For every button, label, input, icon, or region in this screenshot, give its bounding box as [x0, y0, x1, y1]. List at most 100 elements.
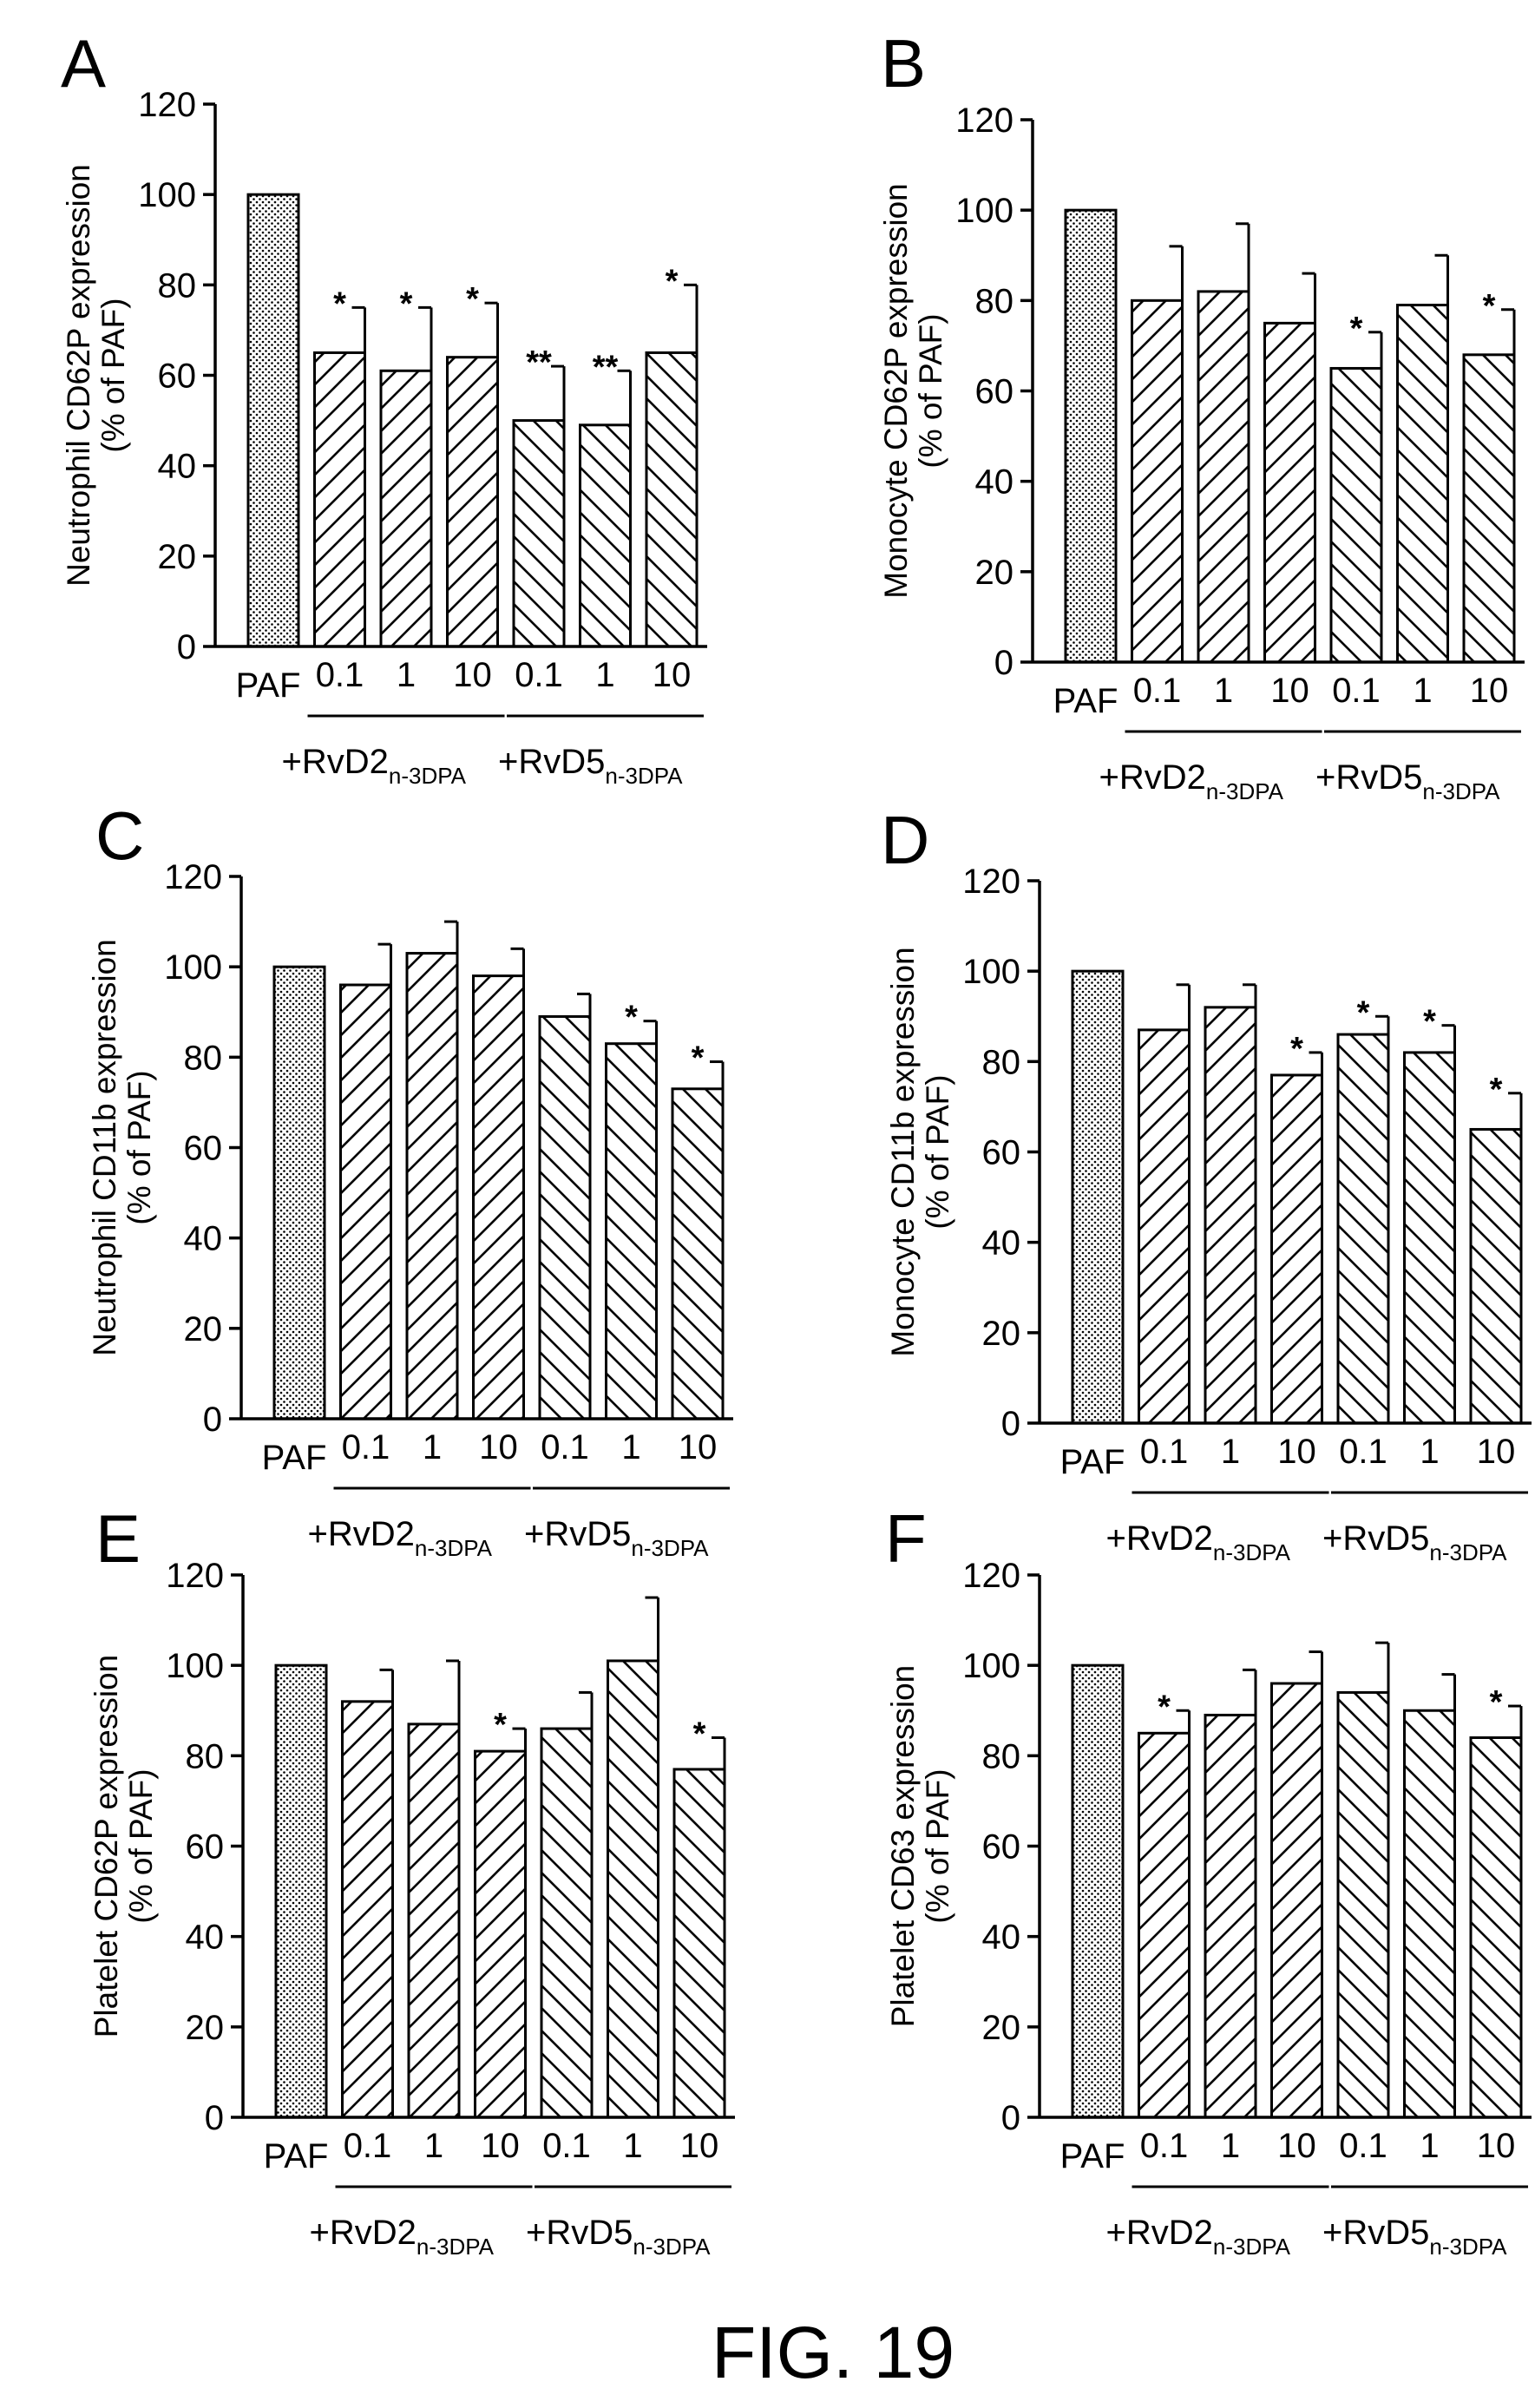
group-label: +RvD2n-3DPA	[1106, 1519, 1291, 1565]
significance-marker: *	[1350, 311, 1363, 347]
x-category-label: PAF	[262, 1439, 327, 1477]
bar-4	[1336, 1690, 1390, 2119]
y-tick-label: 120	[138, 86, 196, 124]
significance-marker: *	[333, 285, 346, 322]
y-tick-label: 40	[158, 448, 197, 486]
bar-1	[1131, 299, 1184, 664]
y-axis-label: Neutrophil CD11b expression(% of PAF)	[87, 939, 157, 1356]
bar-1	[313, 351, 366, 648]
bar-5	[605, 1042, 658, 1421]
group-label-subscript: n-3DPA	[1422, 778, 1500, 804]
x-category-label: 10	[1477, 2127, 1516, 2165]
x-category-label: 10	[680, 2127, 719, 2165]
group-label-subscript: n-3DPA	[631, 1535, 709, 1561]
bar-0	[1064, 208, 1118, 664]
x-category-label: 10	[653, 656, 692, 694]
y-tick-label: 60	[975, 373, 1014, 411]
group-label-subscript: n-3DPA	[417, 2234, 495, 2260]
x-category-label: 1	[1413, 672, 1432, 710]
bar-2	[407, 1722, 461, 2119]
x-category-label: 0.1	[515, 656, 563, 694]
group-label-main: +RvD5	[524, 1515, 631, 1553]
bar-5	[1403, 1051, 1456, 1425]
y-tick-label: 40	[186, 1919, 225, 1957]
y-tick-label: 100	[166, 1647, 224, 1685]
group-label: +RvD5n-3DPA	[498, 743, 683, 789]
significance-marker: *	[625, 1000, 638, 1036]
bar-1	[339, 983, 392, 1421]
bar-4	[540, 1727, 594, 2119]
x-category-label: 0.1	[541, 1428, 589, 1466]
group-label-main: +RvD2	[1106, 1519, 1213, 1558]
x-category-label: PAF	[1060, 1443, 1125, 1481]
bar-5	[1403, 1709, 1456, 2119]
group-label-main: +RvD2	[282, 743, 389, 781]
y-axis-label-line: Monocyte CD11b expression	[885, 947, 921, 1356]
x-category-label: 0.1	[1140, 2127, 1189, 2165]
x-category-label: 0.1	[342, 1428, 390, 1466]
group-label-main: +RvD5	[498, 743, 605, 781]
x-category-label: 1	[595, 656, 614, 694]
y-axis-label: Platelet CD63 expression(% of PAF)	[885, 1665, 955, 2028]
y-axis-label-line: Neutrophil CD62P expression	[61, 164, 96, 587]
significance-marker: *	[1490, 1684, 1503, 1721]
x-category-label: 1	[623, 2127, 642, 2165]
y-tick-label: 0	[1001, 2099, 1020, 2137]
significance-marker: *	[666, 263, 679, 299]
group-label-subscript: n-3DPA	[415, 1535, 493, 1561]
y-tick-label: 0	[177, 628, 196, 666]
panel-letter: A	[61, 25, 106, 102]
y-tick-label: 40	[975, 463, 1014, 502]
x-category-label: 0.1	[542, 2127, 591, 2165]
significance-marker: *	[1483, 288, 1496, 325]
bar-6	[672, 1768, 726, 2119]
y-tick-label: 40	[184, 1220, 223, 1258]
y-axis-label: Neutrophil CD62P expression(% of PAF)	[61, 164, 131, 587]
bar-2	[379, 369, 433, 648]
group-label: +RvD5n-3DPA	[1315, 758, 1500, 804]
significance-marker: *	[1423, 1004, 1436, 1040]
x-category-label: 0.1	[344, 2127, 392, 2165]
x-category-label: 1	[424, 2127, 443, 2165]
y-axis-label-line: (% of PAF)	[920, 1768, 955, 1923]
y-tick-label: 120	[166, 1557, 224, 1595]
x-category-label: 1	[397, 656, 416, 694]
x-category-label: 10	[1477, 1433, 1516, 1471]
y-axis-label-line: Monocyte CD62P expression	[878, 183, 914, 599]
bar-0	[274, 1663, 328, 2119]
group-label: +RvD5n-3DPA	[1322, 2214, 1507, 2260]
x-category-label: 10	[479, 1428, 518, 1466]
y-tick-label: 120	[962, 1557, 1020, 1595]
group-label-subscript: n-3DPA	[1429, 1539, 1507, 1565]
y-tick-label: 120	[164, 858, 222, 896]
bar-1	[341, 1700, 394, 2119]
bar-6	[1469, 1127, 1523, 1425]
bar-6	[1469, 1736, 1523, 2119]
x-category-label: 0.1	[1332, 672, 1381, 710]
x-category-label: 1	[1221, 1433, 1240, 1471]
y-axis-label: Monocyte CD11b expression(% of PAF)	[885, 947, 955, 1356]
group-label-subscript: n-3DPA	[1429, 2234, 1507, 2260]
chart-panel-b: B 0 20 40 60 80 100 120 Monocyte CD62P expressio…	[878, 25, 1525, 804]
group-label-main: +RvD5	[526, 2214, 633, 2252]
y-axis-label: Monocyte CD62P expression(% of PAF)	[878, 183, 948, 599]
bar-4	[1329, 366, 1383, 664]
y-tick-label: 0	[205, 2099, 224, 2137]
group-label-main: +RvD5	[1322, 2214, 1429, 2252]
bar-6	[671, 1087, 725, 1421]
group-label-main: +RvD2	[308, 1515, 415, 1553]
group-label: +RvD2n-3DPA	[1099, 758, 1284, 804]
y-tick-label: 0	[1001, 1405, 1020, 1443]
x-category-label: 0.1	[1339, 1433, 1387, 1471]
y-tick-label: 0	[203, 1401, 222, 1439]
x-category-label: 10	[679, 1428, 718, 1466]
x-category-label: 0.1	[1339, 2127, 1387, 2165]
significance-marker: *	[1490, 1072, 1503, 1108]
group-label: +RvD2n-3DPA	[308, 1515, 493, 1561]
bar-2	[1197, 290, 1250, 664]
bar-3	[472, 974, 525, 1421]
y-tick-label: 60	[982, 1828, 1021, 1867]
y-axis-label-line: (% of PAF)	[95, 298, 131, 452]
y-tick-label: 80	[184, 1039, 223, 1077]
group-label-main: +RvD5	[1322, 1519, 1429, 1558]
